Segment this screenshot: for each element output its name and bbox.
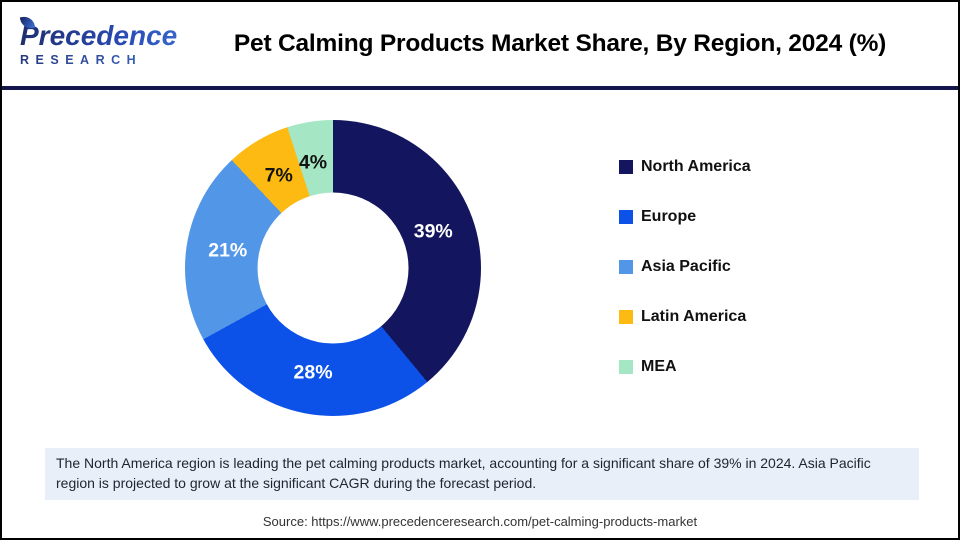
legend-swatch (619, 260, 633, 274)
legend-swatch (619, 160, 633, 174)
legend-label: Asia Pacific (641, 258, 731, 275)
slice-label: 21% (208, 239, 248, 262)
legend-item-asia-pacific: Asia Pacific (619, 257, 751, 277)
legend: North America Europe Asia Pacific Latin … (619, 157, 751, 377)
legend-label: MEA (641, 358, 677, 375)
slice-label: 4% (298, 151, 328, 174)
chart-title: Pet Calming Products Market Share, By Re… (233, 30, 887, 57)
legend-item-latin-america: Latin America (619, 307, 751, 327)
slice-label: 28% (293, 361, 333, 384)
note-box: The North America region is leading the … (45, 448, 919, 500)
legend-swatch (619, 360, 633, 374)
slice-label: 7% (264, 164, 293, 187)
note-text: The North America region is leading the … (56, 455, 871, 491)
slice-label: 39% (413, 220, 453, 243)
donut-chart: 39% 28% 21% 7% 4% (185, 120, 481, 416)
legend-item-north-america: North America (619, 157, 751, 177)
logo-subtext: RESEARCH (20, 54, 210, 67)
legend-label: Latin America (641, 308, 747, 325)
legend-swatch (619, 210, 633, 224)
donut-hole (257, 192, 409, 344)
source-text: Source: https://www.precedenceresearch.c… (262, 514, 698, 529)
legend-label: North America (641, 158, 751, 175)
logo-wordmark: Precedence (20, 21, 210, 50)
legend-label: Europe (641, 208, 697, 225)
legend-item-europe: Europe (619, 207, 751, 227)
legend-swatch (619, 310, 633, 324)
header: Precedence RESEARCH Pet Calming Products… (2, 2, 958, 90)
legend-item-mea: MEA (619, 357, 751, 377)
brand-logo: Precedence RESEARCH (19, 14, 210, 67)
